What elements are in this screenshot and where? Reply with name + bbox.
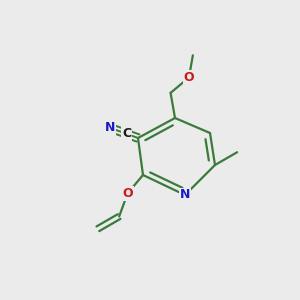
Text: O: O <box>184 71 194 84</box>
Text: C: C <box>122 127 131 140</box>
Text: N: N <box>180 188 190 202</box>
Text: N: N <box>105 121 115 134</box>
Text: O: O <box>122 187 133 200</box>
